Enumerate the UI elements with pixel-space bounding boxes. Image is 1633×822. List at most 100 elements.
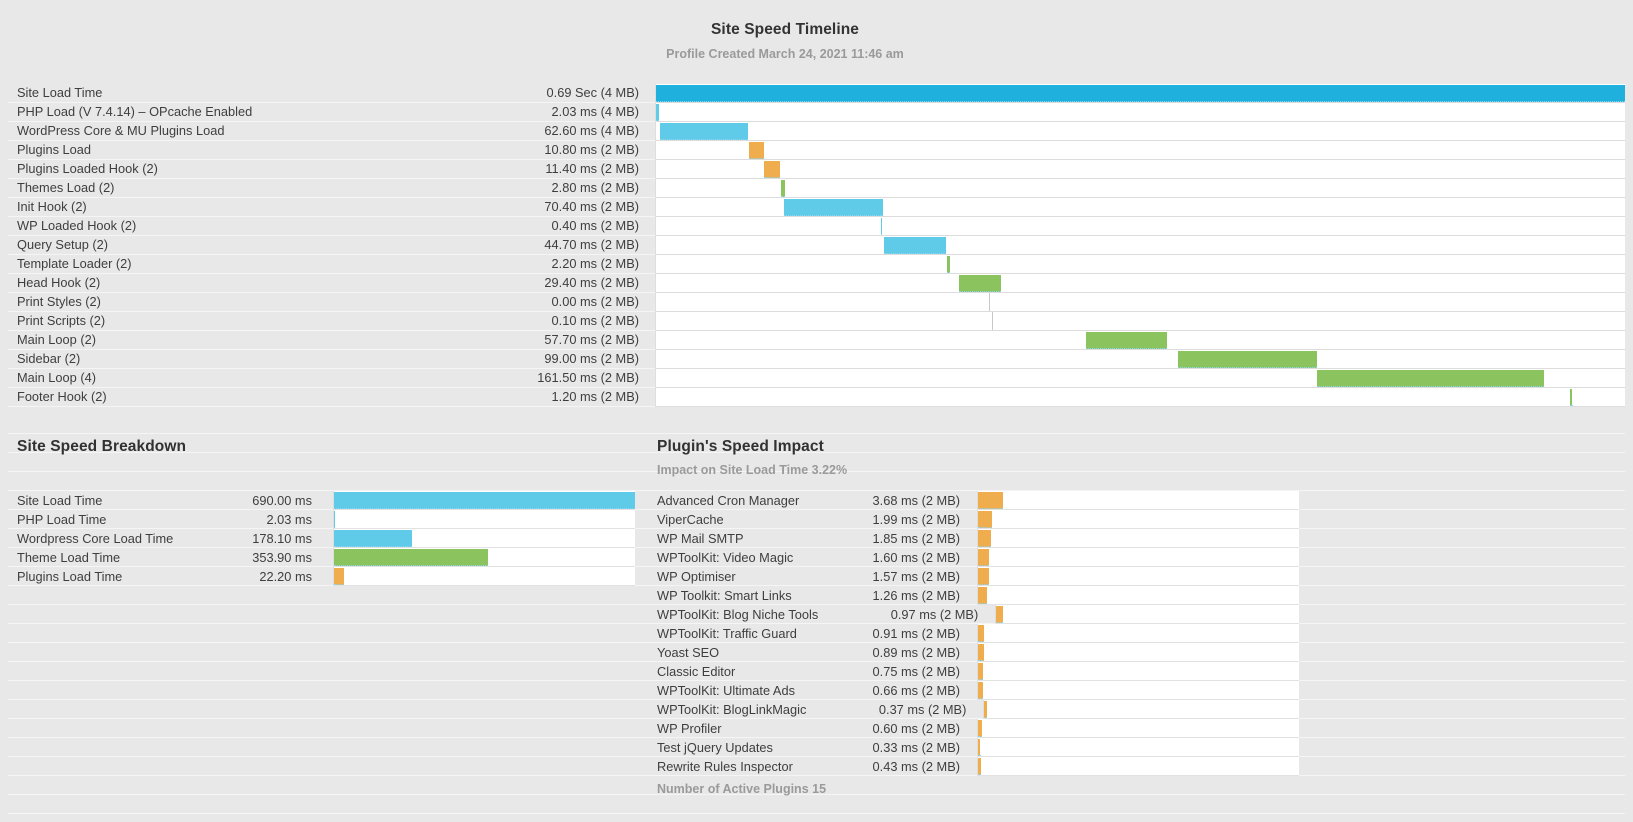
timeline-row: Plugins Load 10.80 ms (2 MB) (8, 141, 1625, 160)
timeline-row-value: 0.69 Sec (4 MB) (546, 85, 639, 100)
timeline-row-value: 44.70 ms (2 MB) (544, 237, 639, 252)
breakdown-row-value: 178.10 ms (252, 531, 312, 546)
timeline-row-left: Print Scripts (2) 0.10 ms (2 MB) (8, 312, 655, 331)
timeline-bar (883, 237, 947, 254)
timeline-bar (988, 293, 990, 311)
plugin-bar (978, 625, 985, 642)
timeline-row: WP Loaded Hook (2) 0.40 ms (2 MB) (8, 217, 1625, 236)
plugin-row-plot (977, 624, 1299, 643)
timeline-row-value: 10.80 ms (2 MB) (544, 142, 639, 157)
timeline-row-label: Main Loop (4) (17, 370, 96, 385)
timeline-row: Head Hook (2) 29.40 ms (2 MB) (8, 274, 1625, 293)
plugin-row-value: 3.68 ms (2 MB) (872, 493, 960, 508)
plugin-row: WP Profiler 0.60 ms (2 MB) (648, 719, 1299, 738)
plugin-bar (996, 606, 1003, 623)
plugin-row: WPToolKit: Ultimate Ads 0.66 ms (2 MB) (648, 681, 1299, 700)
timeline-bar (959, 275, 1001, 292)
timeline-row-left: Main Loop (4) 161.50 ms (2 MB) (8, 369, 655, 388)
plugin-row-plot (983, 700, 1299, 719)
timeline-bar (991, 312, 993, 330)
timeline-bar (656, 85, 1625, 102)
breakdown-bar (334, 492, 635, 509)
plugin-row-value: 0.75 ms (2 MB) (872, 664, 960, 679)
plugin-row-left: Test jQuery Updates 0.33 ms (2 MB) (648, 738, 977, 757)
timeline-row-value: 70.40 ms (2 MB) (544, 199, 639, 214)
breakdown-row-label: PHP Load Time (17, 512, 107, 527)
timeline-bar (880, 218, 883, 235)
plugin-row-plot (977, 643, 1299, 662)
breakdown-row-plot (333, 510, 635, 529)
plugin-bar (978, 739, 981, 756)
timeline-row-plot (655, 103, 1625, 122)
timeline-row-plot (655, 331, 1625, 350)
breakdown-row-plot (333, 548, 635, 567)
plugin-row-value: 0.33 ms (2 MB) (872, 740, 960, 755)
timeline-row-label: Head Hook (2) (17, 275, 101, 290)
timeline-row-label: Print Styles (2) (17, 294, 101, 309)
plugin-row-left: Classic Editor 0.75 ms (2 MB) (648, 662, 977, 681)
timeline-row-left: Head Hook (2) 29.40 ms (2 MB) (8, 274, 655, 293)
panel-gap (635, 415, 648, 822)
timeline-row-plot (655, 293, 1625, 312)
plugin-row-plot (977, 529, 1299, 548)
plugin-row: WP Optimiser 1.57 ms (2 MB) (648, 567, 1299, 586)
plugin-row-value: 0.60 ms (2 MB) (872, 721, 960, 736)
breakdown-row: Theme Load Time 353.90 ms (8, 548, 635, 567)
breakdown-row-label: Site Load Time (17, 493, 103, 508)
plugin-row-left: WP Toolkit: Smart Links 1.26 ms (2 MB) (648, 586, 977, 605)
plugin-row-left: WP Optimiser 1.57 ms (2 MB) (648, 567, 977, 586)
timeline-row-plot (655, 141, 1625, 160)
plugin-row-label: Advanced Cron Manager (657, 493, 800, 508)
plugin-bar (978, 587, 987, 604)
timeline-bar (1178, 351, 1318, 368)
plugin-row-plot (977, 586, 1299, 605)
timeline-row-value: 57.70 ms (2 MB) (544, 332, 639, 347)
plugin-row: WPToolKit: BlogLinkMagic 0.37 ms (2 MB) (648, 700, 1299, 719)
plugin-bar (978, 644, 985, 661)
breakdown-row-left: Plugins Load Time 22.20 ms (8, 567, 333, 586)
timeline-row-left: Site Load Time 0.69 Sec (4 MB) (8, 84, 655, 103)
plugins-title: Plugin's Speed Impact (657, 438, 824, 455)
timeline-bar (1570, 389, 1572, 406)
timeline-row-label: Sidebar (2) (17, 351, 81, 366)
timeline-bar (1317, 370, 1545, 387)
plugin-row-label: ViperCache (657, 512, 724, 527)
plugin-row-left: ViperCache 1.99 ms (2 MB) (648, 510, 977, 529)
timeline-row-label: Main Loop (2) (17, 332, 96, 347)
breakdown-row-left: Site Load Time 690.00 ms (8, 491, 333, 510)
plugin-row-value: 1.57 ms (2 MB) (872, 569, 960, 584)
plugin-row-value: 0.97 ms (2 MB) (890, 607, 979, 622)
timeline-row-value: 1.20 ms (2 MB) (551, 389, 639, 404)
page-title: Site Speed Timeline (710, 21, 860, 38)
timeline-row-plot (655, 160, 1625, 179)
breakdown-bar (334, 511, 335, 528)
plugin-row: Advanced Cron Manager 3.68 ms (2 MB) (648, 491, 1299, 510)
timeline-row-value: 29.40 ms (2 MB) (544, 275, 639, 290)
timeline-row: Template Loader (2) 2.20 ms (2 MB) (8, 255, 1625, 274)
timeline-row-left: Footer Hook (2) 1.20 ms (2 MB) (8, 388, 655, 407)
plugin-row-label: WP Profiler (657, 721, 722, 736)
empty-striped-area (1299, 415, 1625, 822)
timeline-row-value: 2.20 ms (2 MB) (551, 256, 639, 271)
plugin-row-plot (977, 757, 1299, 776)
plugin-row-value: 1.85 ms (2 MB) (872, 531, 960, 546)
plugin-row-left: WP Mail SMTP 1.85 ms (2 MB) (648, 529, 977, 548)
breakdown-chart: Site Load Time 690.00 ms PHP Load Time 2.03… (8, 491, 635, 586)
plugin-row: Classic Editor 0.75 ms (2 MB) (648, 662, 1299, 681)
breakdown-row-label: Wordpress Core Load Time (17, 531, 174, 546)
timeline-bar (660, 123, 749, 140)
plugin-row-label: Yoast SEO (657, 645, 720, 660)
breakdown-title: Site Speed Breakdown (17, 438, 187, 455)
plugin-row-label: WP Optimiser (657, 569, 736, 584)
plugin-bar (978, 682, 983, 699)
timeline-row-plot (655, 179, 1625, 198)
breakdown-row-label: Theme Load Time (17, 550, 121, 565)
plugin-row-left: WPToolKit: Blog Niche Tools 0.97 ms (2 MB… (648, 605, 995, 624)
timeline-row-label: Plugins Load (17, 142, 91, 157)
plugin-row-label: WP Toolkit: Smart Links (657, 588, 792, 603)
timeline-bar (783, 199, 883, 216)
plugin-row-label: WPToolKit: Ultimate Ads (657, 683, 795, 698)
timeline-row-left: WP Loaded Hook (2) 0.40 ms (2 MB) (8, 217, 655, 236)
timeline-row-left: Main Loop (2) 57.70 ms (2 MB) (8, 331, 655, 350)
plugin-row-plot (977, 738, 1299, 757)
